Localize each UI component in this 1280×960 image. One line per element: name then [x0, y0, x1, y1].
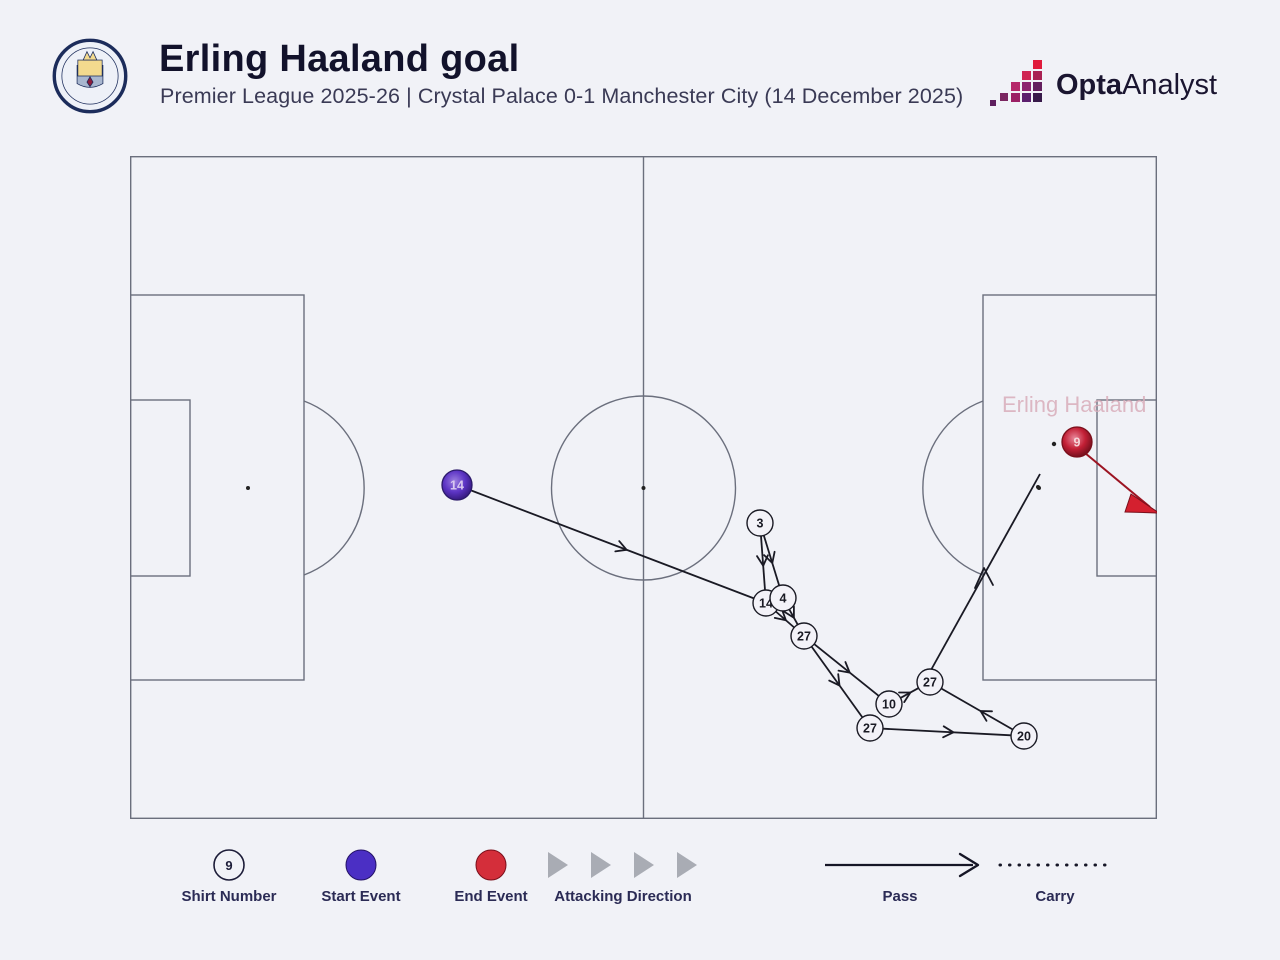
svg-text:3: 3 — [757, 517, 764, 531]
svg-text:20: 20 — [1017, 730, 1031, 744]
svg-text:10: 10 — [882, 698, 896, 712]
svg-text:27: 27 — [797, 630, 811, 644]
svg-text:Erling Haaland: Erling Haaland — [1002, 392, 1146, 417]
svg-text:9: 9 — [1074, 436, 1081, 450]
svg-text:14: 14 — [450, 479, 464, 493]
svg-text:27: 27 — [923, 676, 937, 690]
svg-text:27: 27 — [863, 722, 877, 736]
svg-text:4: 4 — [780, 592, 787, 606]
svg-text:9: 9 — [225, 858, 232, 873]
